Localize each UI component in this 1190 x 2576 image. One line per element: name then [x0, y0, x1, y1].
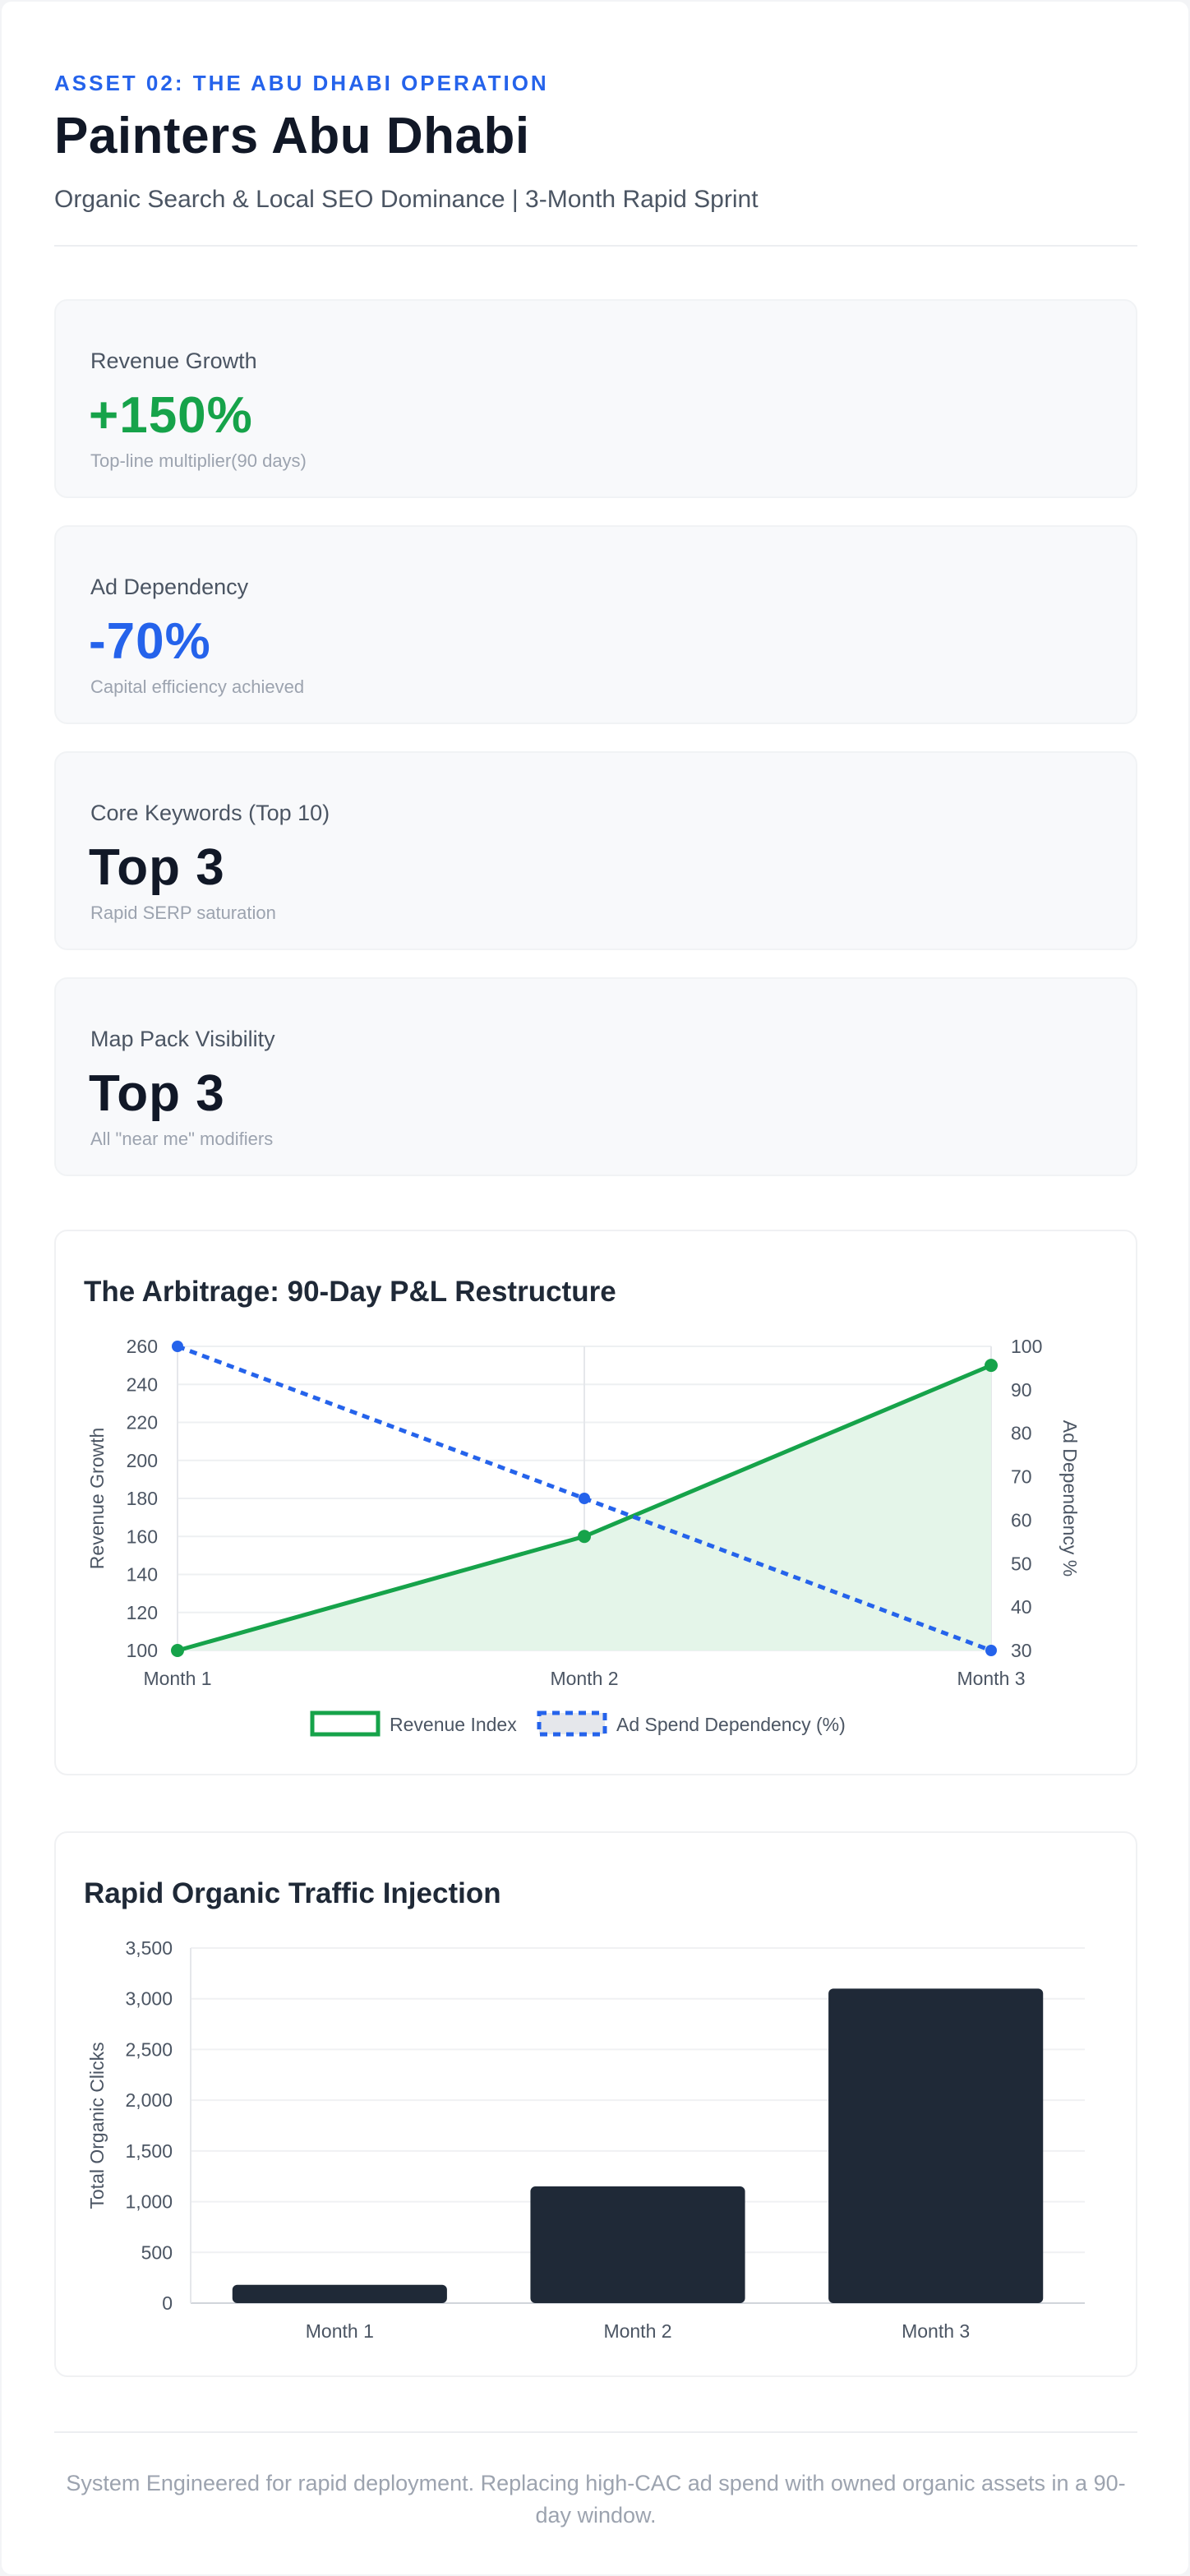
y2-tick-label: 40 — [1011, 1596, 1032, 1618]
y-tick-label: 3,500 — [125, 1937, 173, 1959]
y-tick-label: 200 — [127, 1450, 158, 1471]
y-tick-label: 160 — [127, 1526, 158, 1547]
kpi-card-revenue-growth: Revenue Growth +150% Top-line multiplier… — [54, 299, 1137, 498]
y2-tick-label: 70 — [1011, 1466, 1032, 1488]
arbitrage-chart-card: The Arbitrage: 90-Day P&L Restructure 26… — [54, 1230, 1137, 1775]
kpi-value: Top 3 — [89, 1065, 225, 1122]
y2-tick-label: 90 — [1011, 1379, 1032, 1401]
revenue-point — [578, 1530, 591, 1544]
footer-text: System Engineered for rapid deployment. … — [66, 2471, 1126, 2528]
kpi-label: Revenue Growth — [90, 349, 257, 373]
kpi-card-map-pack: Map Pack Visibility Top 3 All "near me" … — [54, 977, 1137, 1176]
revenue-point — [171, 1644, 184, 1657]
bar — [232, 2284, 447, 2303]
y-tick-label: 1,000 — [125, 2191, 173, 2213]
traffic-bar-chart: 3,500 3,000 2,500 2,000 1,500 1,000 500 0 Total … — [86, 1937, 1085, 2342]
y2-tick-label: 80 — [1011, 1423, 1032, 1444]
kpi-value: -70% — [89, 613, 211, 670]
bar — [530, 2186, 745, 2303]
footer-divider — [54, 2431, 1137, 2433]
y2-tick-label: 30 — [1011, 1640, 1032, 1661]
y-axis-title: Total Organic Clicks — [86, 2042, 108, 2209]
x-tick-label: Month 2 — [550, 1668, 618, 1689]
y-tick-label: 1,500 — [125, 2140, 173, 2162]
x-tick-label: Month 3 — [902, 2320, 970, 2342]
y-tick-label: 3,000 — [125, 1988, 173, 2010]
kpi-note: All "near me" modifiers — [90, 1129, 274, 1149]
x-tick-label: Month 1 — [306, 2320, 374, 2342]
y-tick-label: 2,000 — [125, 2089, 173, 2111]
arbitrage-line-chart: 260 240 220 200 180 160 140 120 100 100 90 80 70 60 50… — [86, 1336, 1081, 1737]
y-tick-label: 500 — [141, 2241, 173, 2263]
y-axis-title: Revenue Growth — [86, 1428, 108, 1570]
page-subtitle: Organic Search & Local SEO Dominance | 3… — [54, 186, 759, 213]
page-title: Painters Abu Dhabi — [54, 108, 530, 164]
ad-dependency-point — [985, 1645, 997, 1656]
kpi-note: Capital efficiency achieved — [90, 676, 305, 697]
y-tick-label: 180 — [127, 1488, 158, 1509]
kpi-card-core-keywords: Core Keywords (Top 10) Top 3 Rapid SERP … — [54, 751, 1137, 950]
traffic-chart-card: Rapid Organic Traffic Injection 3,500 3,0… — [54, 1831, 1137, 2377]
kpi-card-ad-dependency: Ad Dependency -70% Capital efficiency ac… — [54, 525, 1137, 724]
legend-swatch-revenue — [310, 1710, 381, 1737]
kpi-label: Core Keywords (Top 10) — [90, 801, 330, 825]
x-tick-label: Month 2 — [603, 2320, 671, 2342]
y2-tick-label: 50 — [1011, 1553, 1032, 1574]
revenue-area — [178, 1365, 991, 1650]
y-tick-label: 100 — [127, 1640, 158, 1661]
bar — [828, 1988, 1044, 2303]
kpi-label: Ad Dependency — [90, 575, 249, 599]
y-tick-label: 140 — [127, 1564, 158, 1586]
legend-swatch-ad-dependency — [537, 1710, 607, 1737]
y2-tick-label: 60 — [1011, 1509, 1032, 1530]
y2-tick-label: 100 — [1011, 1336, 1042, 1357]
kpi-label: Map Pack Visibility — [90, 1027, 275, 1051]
x-tick-label: Month 3 — [957, 1668, 1025, 1689]
y-tick-label: 220 — [127, 1412, 158, 1433]
page-eyebrow: ASSET 02: THE ABU DHABI OPERATION — [54, 71, 549, 95]
y-tick-label: 240 — [127, 1373, 158, 1395]
legend-label-revenue: Revenue Index — [390, 1714, 517, 1735]
legend-label-ad-dependency: Ad Spend Dependency (%) — [616, 1714, 846, 1735]
y-tick-label: 2,500 — [125, 2038, 173, 2060]
ad-dependency-point — [172, 1341, 183, 1352]
y-tick-label: 0 — [162, 2292, 173, 2314]
y2-axis-title: Ad Dependency % — [1059, 1420, 1081, 1577]
ad-dependency-point — [579, 1493, 590, 1504]
kpi-value: Top 3 — [89, 839, 225, 896]
traffic-chart-title: Rapid Organic Traffic Injection — [84, 1877, 501, 1909]
arbitrage-chart-title: The Arbitrage: 90-Day P&L Restructure — [84, 1276, 616, 1308]
x-tick-label: Month 1 — [143, 1668, 211, 1689]
kpi-note: Top-line multiplier(90 days) — [90, 450, 307, 471]
kpi-value: +150% — [89, 387, 253, 444]
kpi-note: Rapid SERP saturation — [90, 903, 276, 923]
y-tick-label: 120 — [127, 1602, 158, 1623]
revenue-point — [985, 1359, 998, 1373]
y-tick-label: 260 — [127, 1336, 158, 1357]
header-divider — [54, 245, 1137, 247]
